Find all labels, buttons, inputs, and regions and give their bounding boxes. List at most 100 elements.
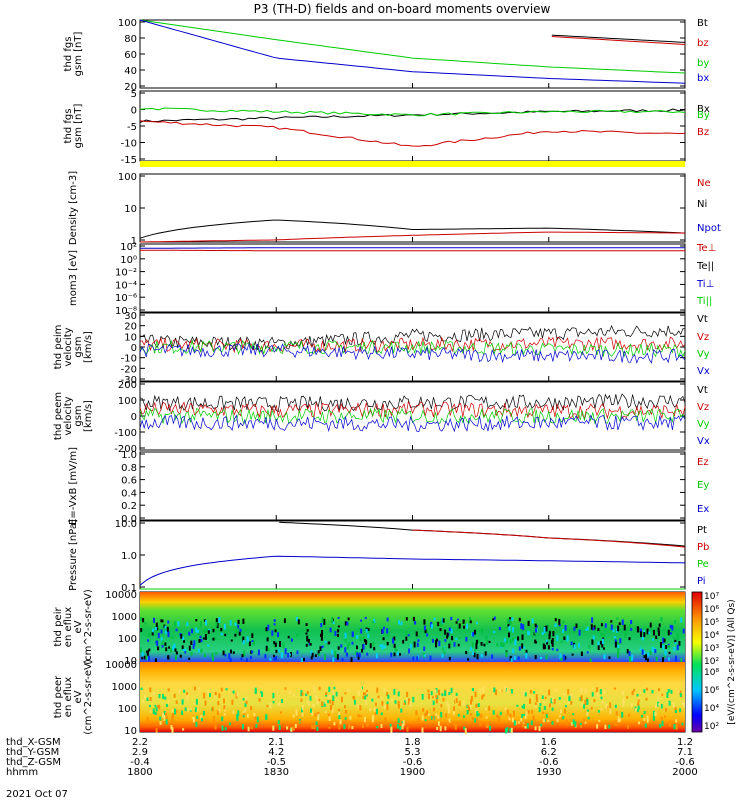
spectrogram-pixel xyxy=(654,649,657,654)
panel-3: 100 10 1 Density [cm-3] Ne Ni Npot xyxy=(68,171,721,247)
spectrogram-pixel xyxy=(232,690,235,694)
spectrogram-pixel xyxy=(383,645,386,649)
panel-1: 100 80 60 40 20 thd fgs gsm [nT] Bt bz by bx xyxy=(63,18,709,93)
spectrogram-pixel xyxy=(181,710,184,715)
spectrogram-pixel xyxy=(673,704,676,708)
spectrogram-pixel xyxy=(286,726,289,730)
footer-value: 1.8 xyxy=(405,737,421,748)
spectrogram-pixel xyxy=(628,637,631,641)
spectrogram-pixel xyxy=(188,657,191,660)
spectrogram-pixel xyxy=(591,617,594,624)
spectrogram-pixel xyxy=(242,711,245,715)
spectrogram-pixel xyxy=(586,699,589,705)
spectrogram-pixel xyxy=(140,647,142,653)
y-axis-label: thd peem xyxy=(53,392,64,440)
spectrogram-pixel xyxy=(362,695,365,699)
spectrogram-pixel xyxy=(229,620,232,626)
legend-entry: Vx xyxy=(697,436,710,447)
spectrogram-pixel xyxy=(383,704,386,709)
spectrogram-pixel xyxy=(383,626,385,630)
y-tick-label: 100 xyxy=(118,634,137,645)
y-tick-label: 10⁻⁸ xyxy=(115,306,137,317)
spectrogram-pixel xyxy=(357,690,360,696)
spectrogram-pixel xyxy=(545,714,548,718)
spectrogram-pixel xyxy=(363,692,365,695)
spectrogram-pixel xyxy=(376,687,379,693)
spectrogram-pixel xyxy=(527,620,530,627)
spectrogram-pixel xyxy=(672,702,675,706)
spectrogram-pixel xyxy=(613,687,616,690)
spectrogram-pixel xyxy=(450,616,453,621)
spectrogram-pixel xyxy=(221,725,224,731)
spectrogram-pixel xyxy=(203,630,206,634)
spectrogram-pixel xyxy=(324,700,327,704)
spectrogram-pixel xyxy=(272,654,275,657)
spectrogram-pixel xyxy=(154,704,157,708)
spectrogram-pixel xyxy=(167,655,170,660)
spectrogram-pixel xyxy=(369,643,372,649)
spectrogram-pixel xyxy=(397,691,400,697)
spectrogram-pixel xyxy=(658,702,661,706)
spectrogram-pixel xyxy=(670,632,672,635)
spectrogram-pixel xyxy=(340,696,343,703)
spectrogram-pixel xyxy=(467,658,470,661)
spectrogram-pixel xyxy=(147,632,150,637)
panel-frame xyxy=(139,243,686,313)
spectrogram-pixel xyxy=(165,703,168,707)
spectrogram-pixel xyxy=(223,698,225,704)
spectrogram-pixel xyxy=(596,724,599,729)
spectrogram-pixel xyxy=(622,702,625,708)
spectrogram-pixel xyxy=(571,653,574,656)
legend-entry: Vy xyxy=(697,349,710,360)
spectrogram-pixel xyxy=(618,622,621,626)
spectrogram-pixel xyxy=(327,700,330,704)
spectrogram-pixel xyxy=(634,708,637,712)
spectrogram-pixel xyxy=(626,649,629,654)
spectrogram-pixel xyxy=(397,703,400,709)
spectrogram-pixel xyxy=(151,632,154,636)
spectrogram-pixel xyxy=(376,725,379,729)
spectrogram-pixel xyxy=(458,637,461,640)
spectrogram-pixel xyxy=(192,643,195,649)
spectrogram-pixel xyxy=(328,716,331,722)
spectrogram-pixel xyxy=(608,724,611,729)
spectrogram-pixel xyxy=(617,642,619,648)
spectrogram-pixel xyxy=(535,628,537,633)
spectrogram-pixel xyxy=(307,700,310,706)
spectrogram-pixel xyxy=(462,619,465,622)
spectrogram-pixel xyxy=(579,722,582,726)
spectrogram-pixel xyxy=(644,723,647,728)
spectrogram-pixel xyxy=(545,639,548,645)
spectrogram-pixel xyxy=(646,715,649,721)
spectrogram-pixel xyxy=(683,701,685,708)
spectrogram-pixel xyxy=(366,652,369,656)
spectrogram-pixel xyxy=(615,711,618,716)
spectrogram-pixel xyxy=(673,646,676,652)
spectrogram-pixel xyxy=(344,647,347,653)
spectrogram-pixel xyxy=(645,654,647,661)
spectrogram-pixel xyxy=(559,653,562,658)
spectrogram-pixel xyxy=(518,646,521,651)
spectrogram-pixel xyxy=(183,640,185,643)
spectrogram-pixel xyxy=(560,717,563,720)
spectrogram-pixel xyxy=(172,646,175,651)
spectrogram-pixel xyxy=(432,715,435,721)
y-axis-label: Pressure [nPa] xyxy=(68,519,79,591)
spectrogram-pixel xyxy=(458,623,461,629)
spectrogram-pixel xyxy=(142,618,145,623)
legend-entry: Ey xyxy=(697,480,709,491)
spectrogram-pixel xyxy=(178,689,181,693)
spectrogram-pixel xyxy=(313,686,316,693)
spectrogram-pixel xyxy=(660,642,662,648)
spectrogram-pixel xyxy=(318,686,321,691)
spectrogram-pixel xyxy=(440,711,443,718)
spectrogram-pixel xyxy=(175,700,178,704)
y-tick-label: 1.0 xyxy=(121,450,137,461)
spectrogram-pixel xyxy=(447,703,450,709)
y-axis-label: gsm xyxy=(73,336,84,357)
spectrogram-pixel xyxy=(360,628,363,634)
series-line-pi xyxy=(139,555,686,586)
spectrogram-pixel xyxy=(509,713,512,719)
spectrogram-pixel xyxy=(570,722,573,726)
y-tick-label: 1000 xyxy=(112,612,137,623)
